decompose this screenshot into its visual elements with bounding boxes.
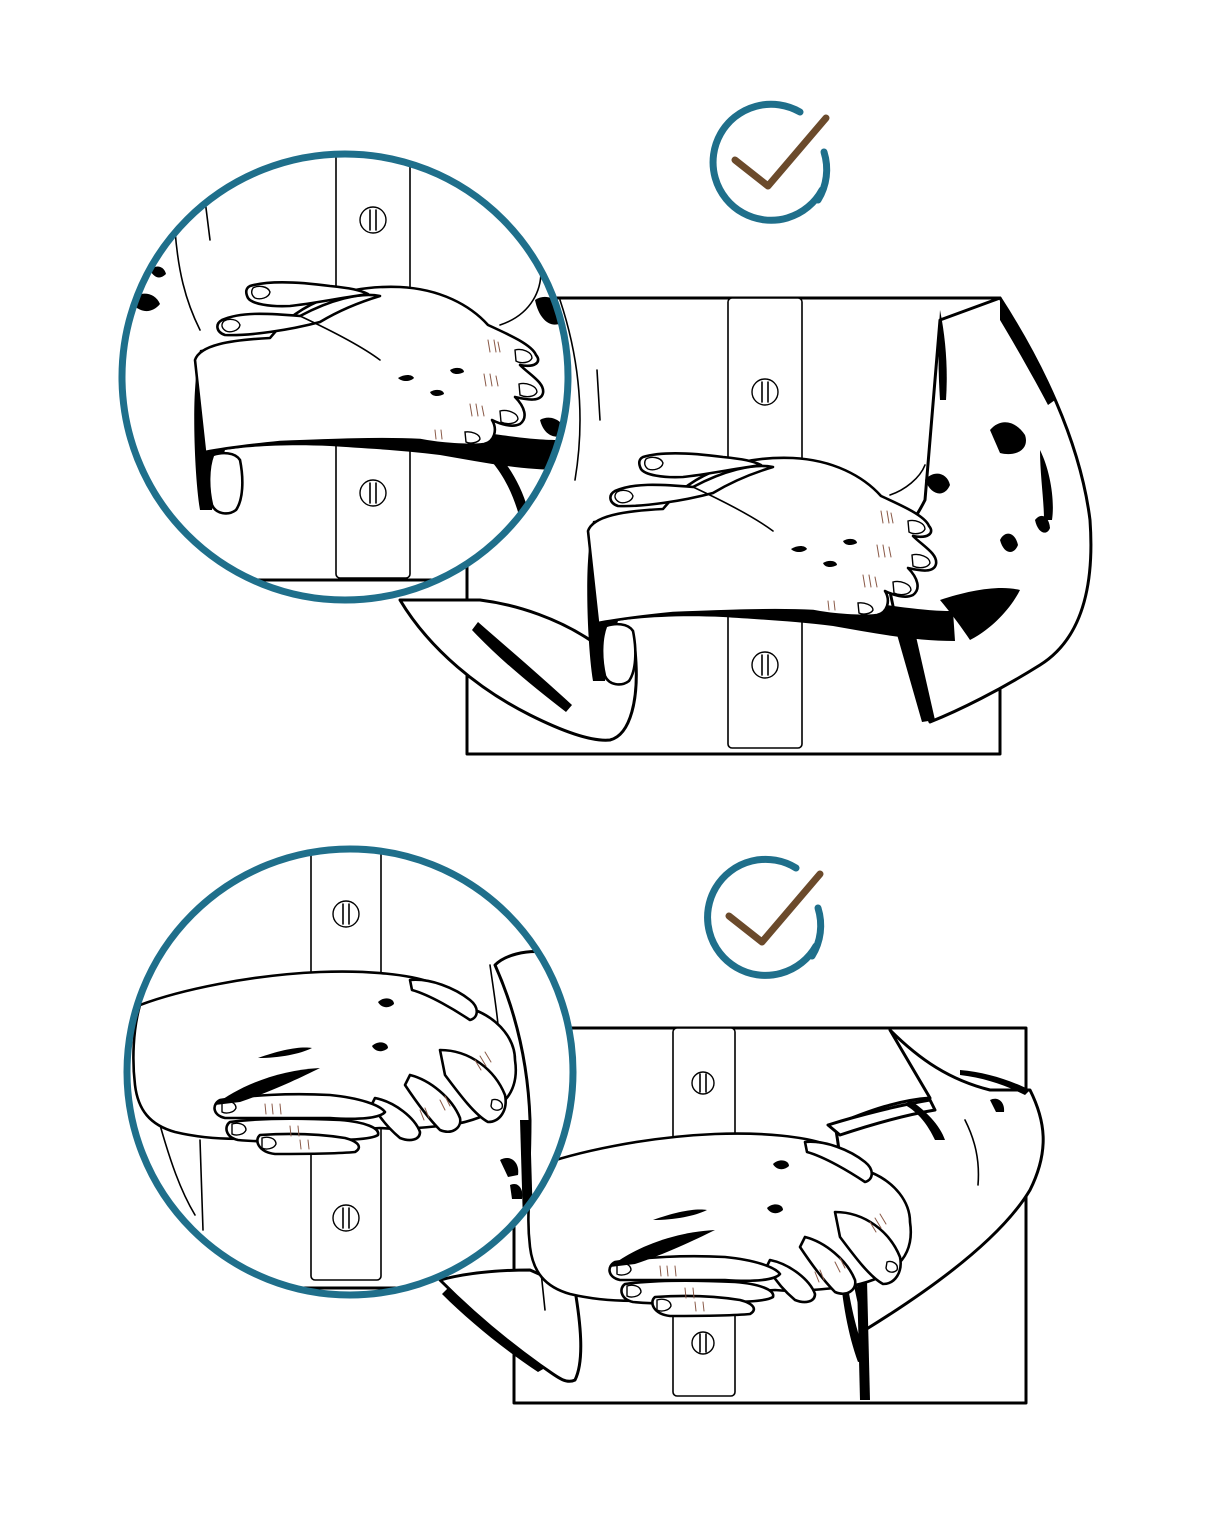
shirt-button: [359, 479, 387, 507]
shirt-button: [751, 651, 779, 679]
shirt-torso-illustration: [438, 1026, 1045, 1405]
shirt-button: [751, 378, 779, 406]
shirt-button: [691, 1331, 715, 1355]
panel-hand-on-forearm: [118, 100, 1093, 756]
zoom-detail-circle: [123, 845, 577, 1299]
shirt-button: [332, 1204, 360, 1232]
shirt-torso-illustration: [398, 296, 1093, 756]
check-icon: [709, 100, 831, 224]
zoom-ring: [118, 150, 572, 604]
shirt-button: [332, 900, 360, 928]
zoom-ring: [123, 845, 577, 1299]
zoom-detail-circle: [118, 150, 572, 604]
shirt-button: [359, 206, 387, 234]
panel-hand-grasping-forearm: [123, 845, 1045, 1405]
check-icon: [704, 855, 825, 979]
shirt-button: [691, 1071, 715, 1095]
